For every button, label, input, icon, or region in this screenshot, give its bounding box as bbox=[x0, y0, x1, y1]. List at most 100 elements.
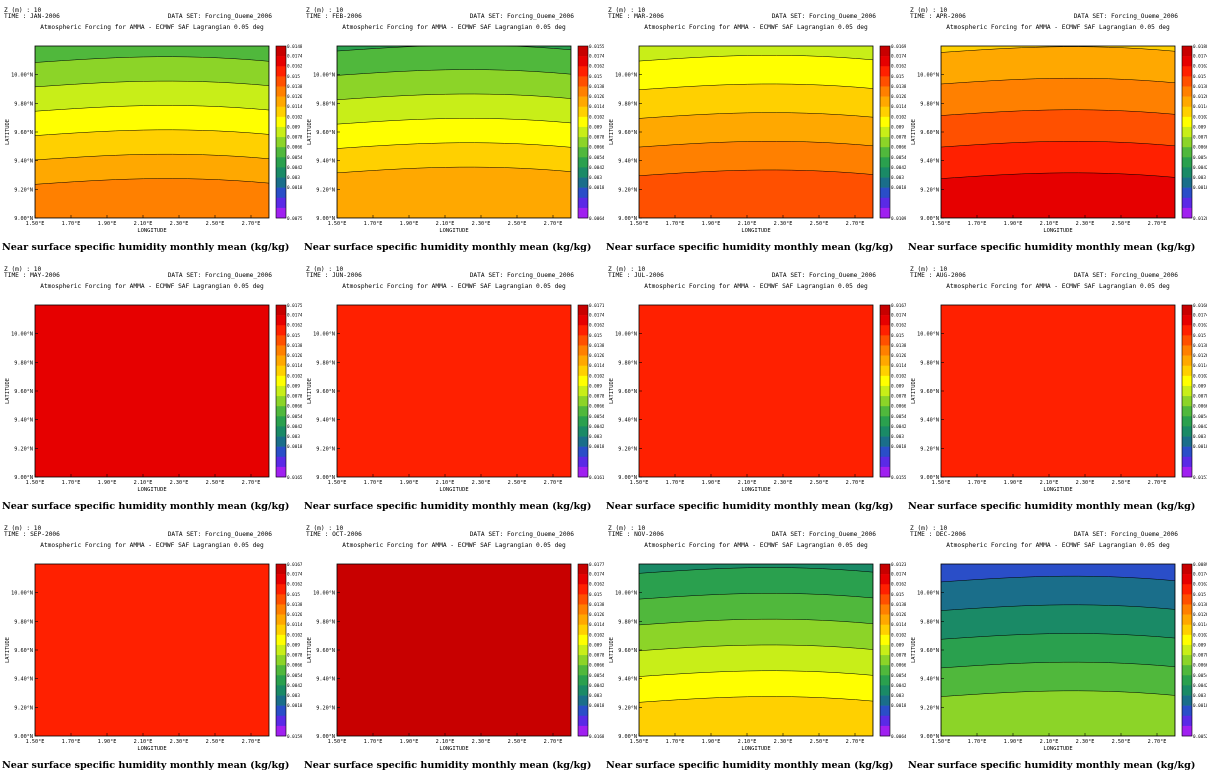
colorbar-level-label: 0.0102 bbox=[287, 114, 302, 120]
colorbar-level-label: 0.0078 bbox=[589, 135, 604, 141]
colorbar-swatch bbox=[578, 655, 588, 666]
colorbar-swatch bbox=[880, 355, 890, 367]
colorbar-min-label: 0.01577 bbox=[1193, 475, 1207, 481]
colorbar-level-label: 0.009 bbox=[287, 124, 300, 130]
colorbar-swatch bbox=[880, 436, 890, 447]
y-tick-label: 10.00°N bbox=[917, 332, 939, 338]
colorbar-level-label: 0.0078 bbox=[287, 394, 302, 400]
colorbar-swatch bbox=[1182, 396, 1192, 407]
colorbar-swatch bbox=[1182, 695, 1192, 706]
x-tick-label: 1.90°E bbox=[400, 480, 419, 486]
colorbar-swatch bbox=[276, 426, 286, 437]
colorbar-level-label: 0.0174 bbox=[1193, 313, 1207, 319]
colorbar-level-label: 0.015 bbox=[287, 592, 300, 598]
colorbar-swatch bbox=[578, 365, 588, 377]
colorbar-swatch bbox=[276, 147, 286, 158]
x-tick-label: 2.30°E bbox=[1076, 480, 1095, 486]
y-tick-label: 10.00°N bbox=[11, 332, 33, 338]
colorbar-frame bbox=[879, 45, 891, 219]
colorbar-swatch bbox=[880, 456, 890, 468]
colorbar-swatch bbox=[276, 695, 286, 706]
y-tick-label: 9.60°N bbox=[14, 648, 33, 654]
colorbar-level-label: 0.0078 bbox=[589, 653, 604, 659]
colorbar-level-label: 0.0042 bbox=[1193, 683, 1207, 689]
colorbar-swatch bbox=[880, 96, 890, 108]
colorbar-swatch bbox=[276, 665, 286, 676]
colorbar-swatch bbox=[276, 385, 286, 397]
colorbar-swatch bbox=[276, 137, 286, 148]
colorbar-level-label: 0.0018 bbox=[1193, 703, 1207, 709]
x-tick-label: 2.70°E bbox=[242, 480, 261, 486]
colorbar-level-label: 0.0102 bbox=[891, 114, 906, 120]
panel-caption: Near surface specific humidity monthly m… bbox=[908, 242, 1196, 253]
x-tick-label: 2.30°E bbox=[170, 739, 189, 745]
colorbar-swatch bbox=[578, 106, 588, 118]
colorbar-level-label: 0.0174 bbox=[287, 54, 302, 60]
contour-fill bbox=[337, 305, 571, 477]
x-tick-label: 1.90°E bbox=[1004, 480, 1023, 486]
z-label: Z (m) : 10 bbox=[4, 7, 42, 14]
month-panel: Z (m) : 10 TIME : JAN-2006 DATA SET: Forci… bbox=[2, 4, 302, 259]
colorbar-swatch bbox=[578, 614, 588, 626]
x-tick-label: 2.30°E bbox=[1076, 739, 1095, 745]
colorbar-swatch bbox=[1182, 207, 1192, 219]
x-tick-label: 2.10°E bbox=[1040, 221, 1059, 227]
colorbar-swatch bbox=[276, 436, 286, 447]
x-tick-label: 1.50°E bbox=[630, 739, 649, 745]
colorbar-level-label: 0.0078 bbox=[1193, 394, 1207, 400]
y-tick-label: 9.80°N bbox=[920, 101, 939, 107]
x-tick-label: 1.90°E bbox=[98, 739, 117, 745]
colorbar-max-label: 0.01235 bbox=[891, 562, 906, 568]
x-tick-label: 2.50°E bbox=[1112, 739, 1131, 745]
dataset-label: DATA SET: Forcing_Oueme_2006 bbox=[772, 272, 877, 279]
colorbar-swatch bbox=[1182, 355, 1192, 367]
colorbar-swatch bbox=[880, 396, 890, 407]
colorbar-swatch bbox=[578, 604, 588, 615]
y-axis-label: LATITUDE bbox=[307, 378, 313, 404]
x-tick-label: 1.50°E bbox=[26, 480, 45, 486]
x-axis-label: LONGITUDE bbox=[741, 487, 770, 493]
contour-band bbox=[337, 305, 571, 477]
y-axis-label: LATITUDE bbox=[5, 119, 11, 145]
time-label: TIME : JUN-2006 bbox=[306, 272, 362, 279]
colorbar-swatch bbox=[880, 385, 890, 397]
x-tick-label: 2.30°E bbox=[774, 221, 793, 227]
y-tick-label: 9.40°N bbox=[316, 677, 335, 683]
colorbar-level-label: 0.0126 bbox=[589, 612, 604, 618]
x-tick-label: 1.70°E bbox=[62, 480, 81, 486]
colorbar-level-label: 0.0162 bbox=[589, 582, 604, 588]
colorbar-level-label: 0.0066 bbox=[287, 145, 302, 151]
month-panel: Z (m) : 10 TIME : JUN-2006 DATA SET: Forci… bbox=[304, 263, 604, 518]
colorbar-swatch bbox=[578, 126, 588, 138]
colorbar-swatch bbox=[578, 466, 588, 478]
x-axis-label: LONGITUDE bbox=[137, 746, 166, 752]
colorbar-swatch bbox=[1182, 335, 1192, 346]
colorbar-swatch bbox=[276, 167, 286, 178]
colorbar-level-label: 0.0138 bbox=[589, 84, 604, 90]
colorbar-level-label: 0.0066 bbox=[589, 145, 604, 151]
colorbar-swatch bbox=[1182, 594, 1192, 605]
x-tick-label: 1.70°E bbox=[968, 480, 987, 486]
contour-band bbox=[35, 178, 269, 218]
colorbar-swatch bbox=[1182, 574, 1192, 585]
x-tick-label: 1.50°E bbox=[932, 739, 951, 745]
colorbar-level-label: 0.003 bbox=[287, 693, 300, 699]
panel-caption: Near surface specific humidity monthly m… bbox=[908, 501, 1196, 512]
colorbar-swatch bbox=[1182, 416, 1192, 427]
colorbar-swatch bbox=[578, 406, 588, 417]
colorbar-level-label: 0.0102 bbox=[891, 632, 906, 638]
y-tick-label: 9.00°N bbox=[618, 734, 637, 740]
y-tick-label: 9.20°N bbox=[618, 446, 637, 452]
colorbar-level-label: 0.0078 bbox=[1193, 135, 1207, 141]
colorbar-swatch bbox=[276, 564, 286, 575]
x-tick-label: 2.10°E bbox=[1040, 480, 1059, 486]
x-tick-label: 2.70°E bbox=[544, 739, 563, 745]
z-label: Z (m) : 10 bbox=[306, 525, 344, 532]
colorbar-level-label: 0.009 bbox=[1193, 642, 1206, 648]
month-panel: Z (m) : 10 TIME : APR-2006 DATA SET: Forci… bbox=[908, 4, 1207, 259]
y-tick-label: 9.80°N bbox=[14, 619, 33, 625]
contour-band bbox=[941, 305, 1175, 477]
colorbar-level-label: 0.0054 bbox=[589, 673, 604, 679]
colorbar-swatch bbox=[276, 335, 286, 346]
